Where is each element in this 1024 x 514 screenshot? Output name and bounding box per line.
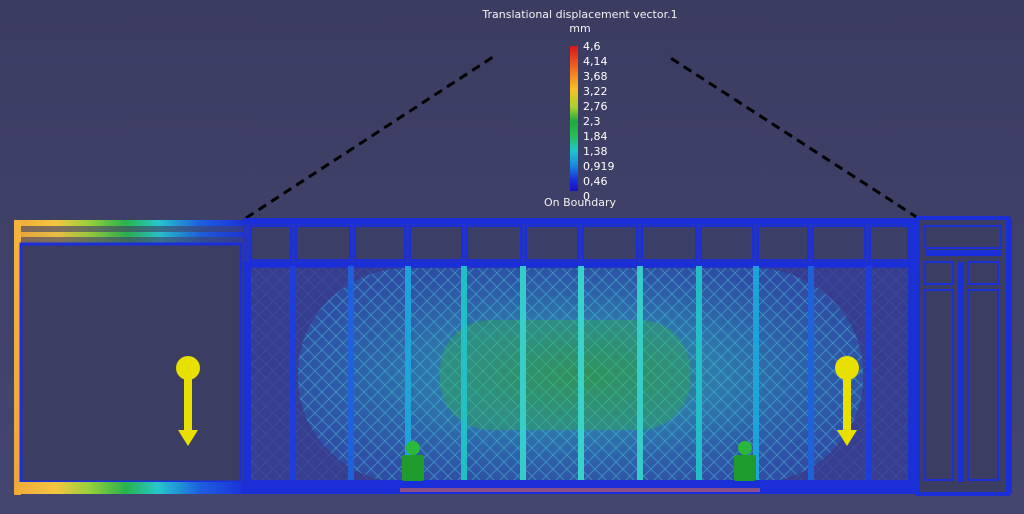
legend-ticks: 4,6 4,14 3,68 3,22 2,76 2,3 1,84 1,38 0,…: [583, 38, 643, 203]
legend-tick: 0,919: [583, 160, 615, 173]
support-icon: [402, 441, 424, 481]
load-arrow-icon: [176, 356, 200, 446]
legend-tick: 2,76: [583, 100, 608, 113]
legend-tick: 4,14: [583, 55, 608, 68]
legend-tick: 0,46: [583, 175, 608, 188]
main-frame: [243, 218, 918, 494]
legend-tick: 1,84: [583, 130, 608, 143]
legend-title: Translational displacement vector.1: [482, 8, 678, 21]
zoom-guide-right: [665, 53, 919, 220]
legend-footer: On Boundary: [543, 196, 617, 209]
legend-tick: 0: [583, 190, 590, 203]
displacement-legend: Translational displacement vector.1 mm 4…: [480, 8, 680, 209]
load-arrow-icon: [835, 356, 859, 446]
right-bay: [916, 216, 1012, 496]
legend-tick: 4,6: [583, 40, 601, 53]
left-bay: [14, 220, 246, 495]
legend-tick: 3,68: [583, 70, 608, 83]
legend-unit: mm: [569, 22, 591, 35]
legend-tick: 2,3: [583, 115, 601, 128]
support-icon: [734, 441, 756, 481]
legend-color-bar: [570, 46, 578, 191]
legend-tick: 3,22: [583, 85, 608, 98]
legend-tick: 1,38: [583, 145, 608, 158]
zoom-guide-left: [245, 53, 497, 220]
